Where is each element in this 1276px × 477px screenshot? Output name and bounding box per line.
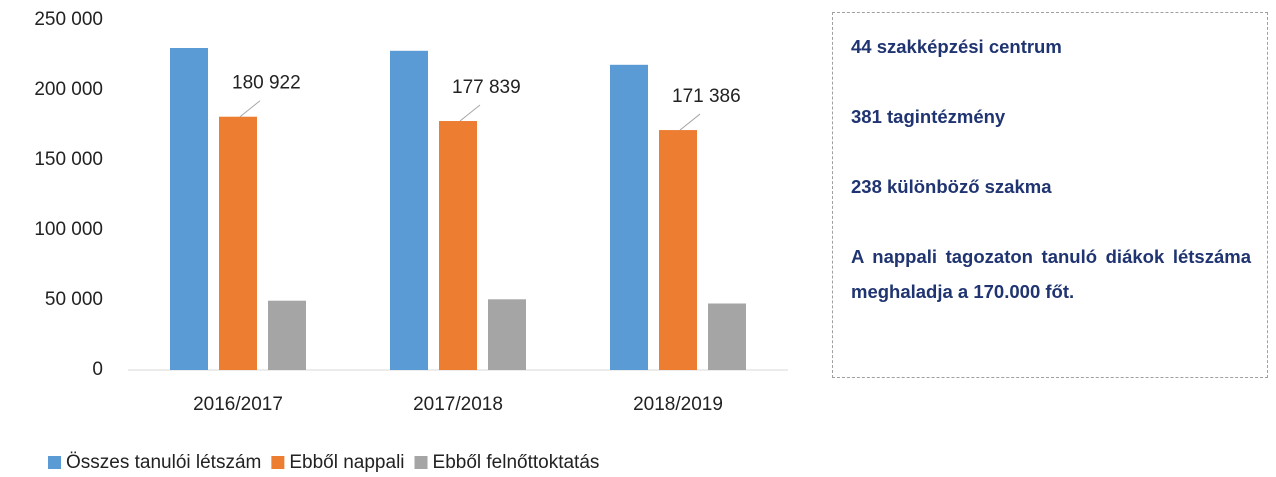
info-line: 381 tagintézmény: [851, 106, 1006, 127]
y-tick-label: 150 000: [34, 149, 103, 170]
data-label: 180 922: [232, 73, 301, 94]
x-tick-label: 2018/2019: [633, 394, 723, 415]
info-line: 44 szakképzési centrum: [851, 36, 1062, 57]
bar: [390, 50, 428, 371]
bar: [488, 299, 526, 370]
y-tick-label: 100 000: [34, 219, 103, 240]
legend-swatch: [271, 456, 285, 469]
bar: [170, 48, 208, 370]
y-tick-label: 200 000: [34, 79, 103, 100]
legend-label: Ebből felnőttoktatás: [433, 452, 600, 473]
leader-line: [459, 104, 481, 122]
bar: [610, 64, 648, 371]
bar: [219, 116, 257, 370]
y-tick-label: 250 000: [34, 9, 103, 30]
legend-swatch: [48, 456, 61, 469]
data-label: 171 386: [672, 86, 741, 107]
legend-label: Ebből nappali: [289, 452, 404, 473]
y-tick-label: 0: [92, 359, 103, 380]
leader-line: [679, 113, 701, 131]
info-paragraph: A nappali tagozaton tanuló diákok létszá…: [851, 246, 1251, 302]
leader-line: [239, 100, 261, 118]
bar: [439, 121, 477, 371]
bar: [268, 300, 306, 370]
data-label: 177 839: [452, 77, 521, 98]
chart: 0 50 000 100 000 150 000 200 000 250 000 2016/…: [34, 9, 788, 473]
x-tick-label: 2016/2017: [193, 394, 283, 415]
bar: [708, 303, 746, 370]
x-tick-label: 2017/2018: [413, 394, 503, 415]
legend-label: Összes tanulói létszám: [66, 452, 261, 473]
info-box: 44 szakképzési centrum 381 tagintézmény …: [832, 12, 1268, 378]
bar: [659, 130, 697, 370]
info-line: 238 különböző szakma: [851, 176, 1052, 197]
y-tick-label: 50 000: [45, 289, 103, 310]
legend-swatch: [414, 456, 428, 469]
